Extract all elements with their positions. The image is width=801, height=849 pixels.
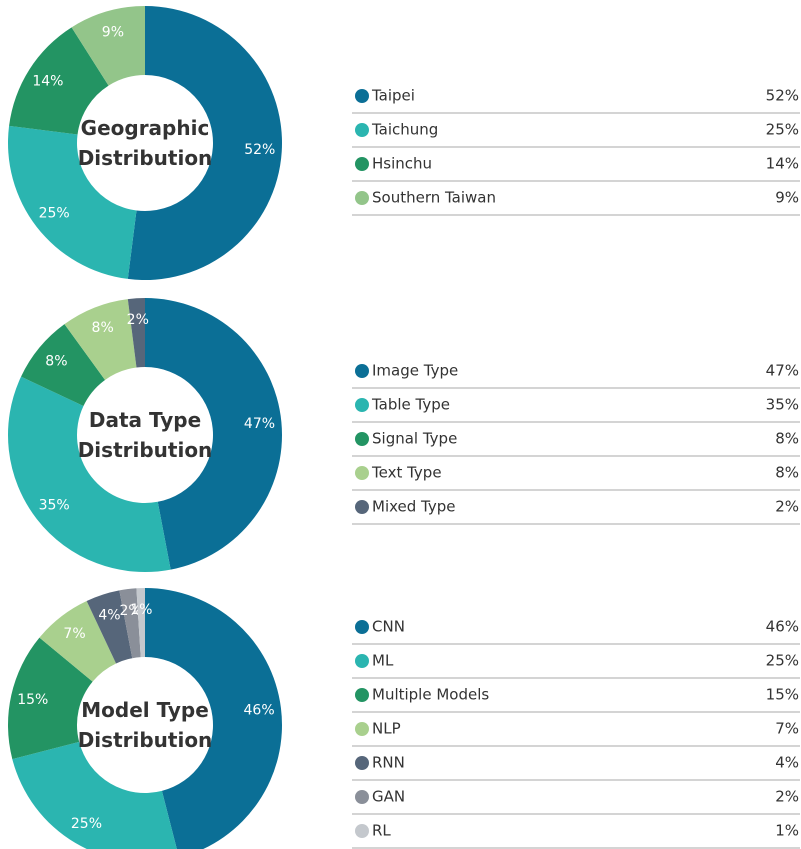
slice-label: 2% (127, 312, 149, 328)
legend-swatch (355, 790, 369, 804)
legend-value: 7% (775, 720, 799, 738)
donut-slice (127, 6, 282, 280)
legend-value: 15% (766, 686, 799, 704)
legend-label: Image Type (372, 362, 458, 380)
legend-label: Hsinchu (372, 155, 432, 173)
legend-value: 35% (766, 396, 799, 414)
donut-slice (71, 6, 145, 86)
legend-label: Multiple Models (372, 686, 489, 704)
legend-swatch (355, 500, 369, 514)
legend-label: CNN (372, 618, 405, 636)
legend-label: Signal Type (372, 430, 457, 448)
legend-swatch (355, 466, 369, 480)
legend-value: 4% (775, 754, 799, 772)
legend-label: Taipei (371, 87, 415, 105)
legend-label: RL (372, 822, 391, 840)
legend-value: 9% (775, 189, 799, 207)
donut-slice (145, 298, 282, 570)
legend-swatch (355, 398, 369, 412)
legend-value: 14% (766, 155, 799, 173)
slice-label: 8% (92, 320, 114, 336)
chart-title: Data Type Distribution (77, 408, 213, 462)
legend-swatch (355, 722, 369, 736)
legend-label: Table Type (371, 396, 450, 414)
donut-slice (9, 27, 109, 135)
slice-label: 2% (119, 603, 141, 619)
slice-label: 7% (63, 626, 85, 642)
donut-slice (64, 299, 137, 380)
legend-value: 52% (766, 87, 799, 105)
legend-swatch (355, 123, 369, 137)
slice-label: 46% (244, 703, 275, 719)
legend-label: ML (372, 652, 394, 670)
legend-label: RNN (372, 754, 405, 772)
legend-value: 25% (766, 121, 799, 139)
legend-label: GAN (372, 788, 405, 806)
legend-value: 1% (775, 822, 799, 840)
legend-swatch (355, 824, 369, 838)
legend-label: NLP (372, 720, 401, 738)
slice-label: 15% (17, 692, 48, 708)
legend-swatch (355, 89, 369, 103)
legend-value: 46% (766, 618, 799, 636)
legend-value: 8% (775, 464, 799, 482)
legend-value: 2% (775, 498, 799, 516)
donut-slice (119, 588, 141, 659)
slice-label: 14% (32, 73, 63, 89)
donut-slice (136, 588, 145, 658)
legend-label: Mixed Type (372, 498, 456, 516)
legend-swatch (355, 191, 369, 205)
legend-swatch (355, 654, 369, 668)
legend-value: 25% (766, 652, 799, 670)
legend-label: Southern Taiwan (372, 189, 496, 207)
donut-slice (86, 590, 133, 664)
legend-swatch (355, 620, 369, 634)
donut-slice (39, 601, 117, 682)
slice-label: 35% (39, 497, 70, 513)
legend-value: 8% (775, 430, 799, 448)
slice-label: 52% (244, 142, 275, 158)
slice-label: 25% (71, 816, 102, 832)
slice-label: 25% (39, 205, 70, 221)
donut-slice (21, 324, 106, 407)
slice-label: 8% (45, 354, 67, 370)
slice-label: 47% (244, 416, 275, 432)
slice-label: 9% (102, 25, 124, 41)
donut-slice (127, 298, 145, 368)
legend-swatch (355, 688, 369, 702)
donut-slice (7, 376, 171, 572)
chart-title: Model Type Distribution (77, 698, 213, 752)
slice-label: 4% (98, 608, 120, 624)
slice-label: 1% (130, 602, 152, 618)
donut-slice (145, 588, 282, 849)
legend-swatch (355, 157, 369, 171)
legend-value: 47% (766, 362, 799, 380)
donut-slice (8, 125, 137, 279)
legend-label: Taichung (371, 121, 438, 139)
legend-swatch (355, 364, 369, 378)
legend-value: 2% (775, 788, 799, 806)
legend-swatch (355, 432, 369, 446)
donut-slice (8, 637, 93, 760)
chart-title: Geographic Distribution (77, 116, 213, 170)
donut-slice (12, 741, 177, 849)
legend-swatch (355, 756, 369, 770)
legend-label: Text Type (371, 464, 442, 482)
